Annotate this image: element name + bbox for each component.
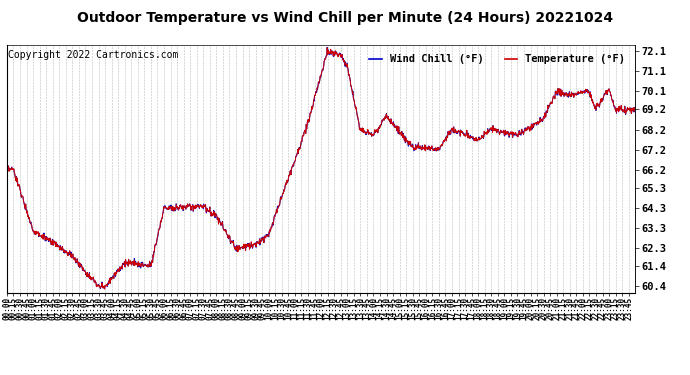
Text: Copyright 2022 Cartronics.com: Copyright 2022 Cartronics.com [8, 50, 179, 60]
Legend: Wind Chill (°F), Temperature (°F): Wind Chill (°F), Temperature (°F) [365, 50, 629, 69]
Text: Outdoor Temperature vs Wind Chill per Minute (24 Hours) 20221024: Outdoor Temperature vs Wind Chill per Mi… [77, 11, 613, 25]
